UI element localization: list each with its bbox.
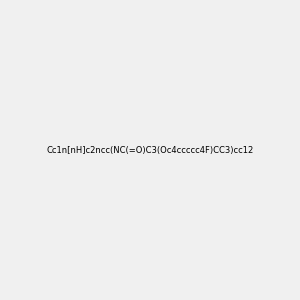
Text: Cc1n[nH]c2ncc(NC(=O)C3(Oc4ccccc4F)CC3)cc12: Cc1n[nH]c2ncc(NC(=O)C3(Oc4ccccc4F)CC3)cc… [46, 146, 253, 154]
